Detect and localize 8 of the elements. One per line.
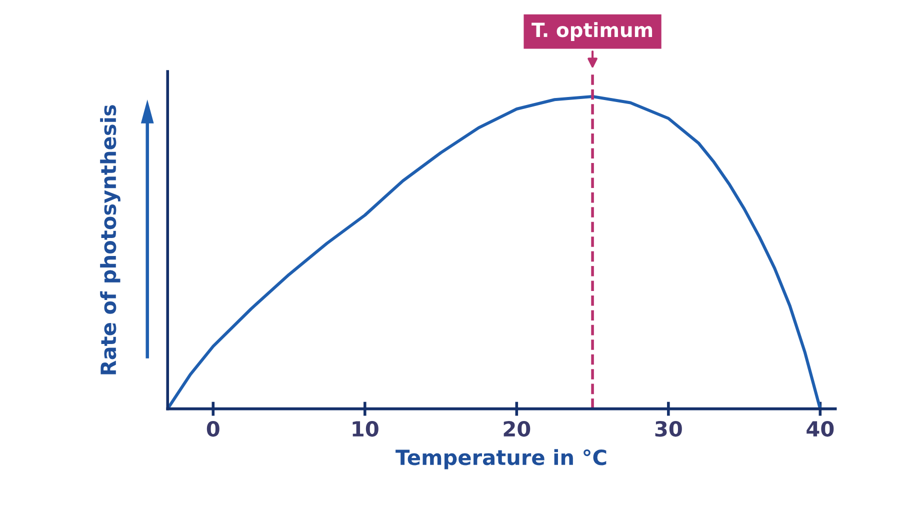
x-tick-label: 30 — [655, 420, 682, 437]
x-tick-label: 40 — [806, 420, 834, 437]
x-tick-label: 0 — [206, 420, 220, 437]
ref-line-label: T. optimum — [532, 22, 652, 41]
x-tick-label: 10 — [352, 420, 378, 437]
x-axis-title: Temperature in °C — [396, 449, 606, 470]
x-tick-label: 20 — [504, 420, 530, 437]
y-axis-title: Rate of photosynthesis — [100, 105, 120, 374]
